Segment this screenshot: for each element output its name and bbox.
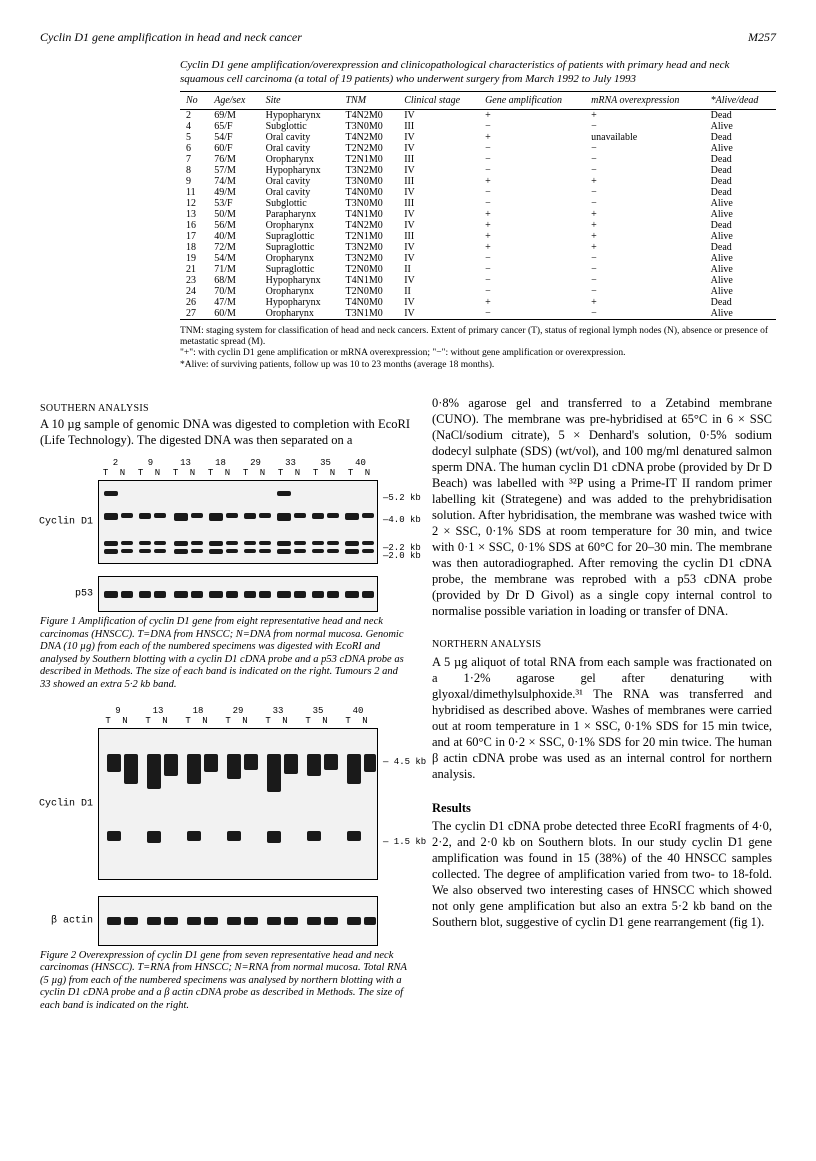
results-text: The cyclin D1 cDNA probe detected three … bbox=[432, 818, 772, 930]
table-header-cell: No bbox=[180, 91, 208, 109]
figure1-caption: Figure 1 Amplification of cyclin D1 gene… bbox=[40, 616, 410, 692]
table-header-cell: Site bbox=[260, 91, 340, 109]
table-row: 1872/MSupraglotticT3N2M0IV++Dead bbox=[180, 242, 776, 253]
table-row: 2171/MSupraglotticT2N0M0II−−Alive bbox=[180, 264, 776, 275]
data-table-wrap: Cyclin D1 gene amplification/overexpress… bbox=[180, 59, 776, 320]
table-row: 465/FSubglotticT3N0M0III−−Alive bbox=[180, 121, 776, 132]
southern-title: SOUTHERN ANALYSIS bbox=[40, 403, 410, 414]
table-header-cell: TNM bbox=[339, 91, 398, 109]
table-header-cell: Gene amplification bbox=[479, 91, 585, 109]
table-row: 2368/MHypopharynxT4N1M0IV−−Alive bbox=[180, 275, 776, 286]
table-row: 2647/MHypopharynxT4N0M0IV++Dead bbox=[180, 297, 776, 308]
table-row: 1253/FSubglotticT3N0M0III−−Alive bbox=[180, 198, 776, 209]
fig1-panel2-label: p53 bbox=[75, 589, 93, 600]
patient-table: NoAge/sexSiteTNMClinical stageGene ampli… bbox=[180, 91, 776, 320]
table-row: 1350/MParapharynxT4N1M0IV++Alive bbox=[180, 209, 776, 220]
table-row: 2470/MOropharynxT2N0M0II−−Alive bbox=[180, 286, 776, 297]
table-row: 554/FOral cavityT4N2M0IV+unavailableDead bbox=[180, 132, 776, 143]
table-row: 974/MOral cavityT3N0M0III++Dead bbox=[180, 176, 776, 187]
fig2-panel2-label: β actin bbox=[51, 915, 93, 926]
table-header-cell: mRNA overexpression bbox=[585, 91, 705, 109]
table-header-cell: Clinical stage bbox=[398, 91, 479, 109]
table-header-cell: *Alive/dead bbox=[705, 91, 776, 109]
northern-text: A 5 µg aliquot of total RNA from each sa… bbox=[432, 654, 772, 782]
table-row: 269/MHypopharynxT4N2M0IV++Dead bbox=[180, 109, 776, 121]
northern-title: NORTHERN ANALYSIS bbox=[432, 639, 772, 652]
figure2-caption: Figure 2 Overexpression of cyclin D1 gen… bbox=[40, 950, 410, 1013]
fig1-panel1-label: Cyclin D1 bbox=[39, 517, 93, 528]
results-title: Results bbox=[432, 800, 772, 816]
running-title: Cyclin D1 gene amplification in head and… bbox=[40, 30, 302, 45]
fig2-panel1-label: Cyclin D1 bbox=[39, 798, 93, 809]
figure-2: 9T N13T N18T N29T N33T N35T N40T N Cycli… bbox=[40, 706, 410, 946]
right-col-para1: 0·8% agarose gel and transferred to a Ze… bbox=[432, 395, 772, 619]
southern-text: A 10 µg sample of genomic DNA was digest… bbox=[40, 416, 410, 448]
table-caption: Cyclin D1 gene amplification/overexpress… bbox=[180, 59, 776, 87]
table-footnotes: TNM: staging system for classification o… bbox=[180, 326, 776, 372]
table-row: 857/MHypopharynxT3N2M0IV−−Dead bbox=[180, 165, 776, 176]
table-row: 1740/MSupraglotticT2N1M0III++Alive bbox=[180, 231, 776, 242]
table-row: 660/FOral cavityT2N2M0IV−−Alive bbox=[180, 143, 776, 154]
table-row: 1954/MOropharynxT3N2M0IV−−Alive bbox=[180, 253, 776, 264]
table-row: 1149/MOral cavityT4N0M0IV−−Dead bbox=[180, 187, 776, 198]
table-header-cell: Age/sex bbox=[208, 91, 259, 109]
figure-1: 2T N9T N13T N18T N29T N33T N35T N40T N C… bbox=[40, 458, 410, 612]
table-row: 1656/MOropharynxT4N2M0IV++Dead bbox=[180, 220, 776, 231]
table-row: 776/MOropharynxT2N1M0III−−Dead bbox=[180, 154, 776, 165]
table-row: 2760/MOropharynxT3N1M0IV−−Alive bbox=[180, 308, 776, 320]
page-number: M257 bbox=[748, 30, 776, 45]
running-header: Cyclin D1 gene amplification in head and… bbox=[40, 30, 776, 45]
